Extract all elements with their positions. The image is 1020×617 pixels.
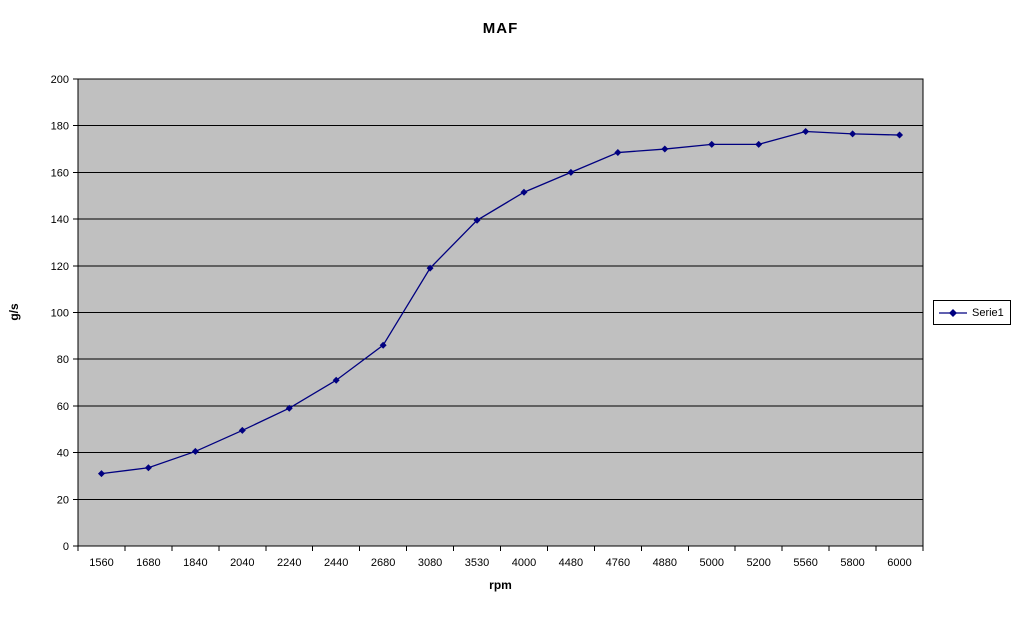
data-point-marker — [426, 264, 434, 272]
x-tick-label: 2680 — [371, 557, 395, 569]
y-tick-label: 140 — [51, 214, 69, 226]
x-tick-label: 4760 — [606, 557, 630, 569]
data-point-marker — [473, 216, 481, 224]
y-tick-label: 180 — [51, 121, 69, 133]
y-tick-label: 160 — [51, 167, 69, 179]
data-point-marker — [614, 149, 622, 157]
x-tick-label: 2240 — [277, 557, 301, 569]
data-point-marker — [567, 168, 575, 176]
x-tick-label: 1840 — [183, 557, 207, 569]
x-tick-label: 4000 — [512, 557, 536, 569]
x-tick-label: 1560 — [89, 557, 113, 569]
data-point-marker — [285, 404, 293, 412]
data-point-marker — [379, 341, 387, 349]
y-tick-label: 80 — [57, 354, 69, 366]
x-tick-label: 6000 — [887, 557, 911, 569]
data-point-marker — [520, 188, 528, 196]
x-tick-label: 3530 — [465, 557, 489, 569]
data-point-marker — [755, 140, 763, 148]
x-tick-label: 1680 — [136, 557, 160, 569]
data-point-marker — [661, 145, 669, 153]
series-line — [101, 130, 900, 475]
data-point-marker — [802, 128, 810, 136]
x-axis-title: rpm — [489, 578, 512, 592]
data-point-marker — [97, 470, 105, 478]
x-tick-label: 2040 — [230, 557, 254, 569]
y-tick-label: 100 — [51, 308, 69, 320]
y-tick-label: 120 — [51, 261, 69, 273]
x-tick-label: 4880 — [653, 557, 677, 569]
legend: Serie1 — [933, 300, 1011, 325]
legend-series-marker-icon — [939, 308, 967, 317]
data-point-marker — [849, 130, 857, 138]
x-tick-label: 5000 — [700, 557, 724, 569]
data-point-marker — [332, 376, 340, 384]
y-tick-label: 200 — [51, 74, 69, 86]
x-tick-label: 3080 — [418, 557, 442, 569]
y-tick-label: 40 — [57, 448, 69, 460]
x-tick-label: 2440 — [324, 557, 348, 569]
x-tick-label: 4480 — [559, 557, 583, 569]
data-point-marker — [144, 464, 152, 472]
x-tick-label: 5200 — [746, 557, 770, 569]
y-tick-label: 0 — [63, 541, 69, 553]
x-tick-label: 5560 — [793, 557, 817, 569]
data-point-marker — [191, 447, 199, 455]
legend-series-label: Serie1 — [972, 306, 1004, 319]
data-point-marker — [238, 426, 246, 434]
y-tick-label: 20 — [57, 494, 69, 506]
chart-title: MAF — [482, 20, 519, 37]
data-point-marker — [896, 131, 904, 139]
data-point-marker — [708, 140, 716, 148]
x-tick-label: 5800 — [840, 557, 864, 569]
y-tick-label: 60 — [57, 401, 69, 413]
